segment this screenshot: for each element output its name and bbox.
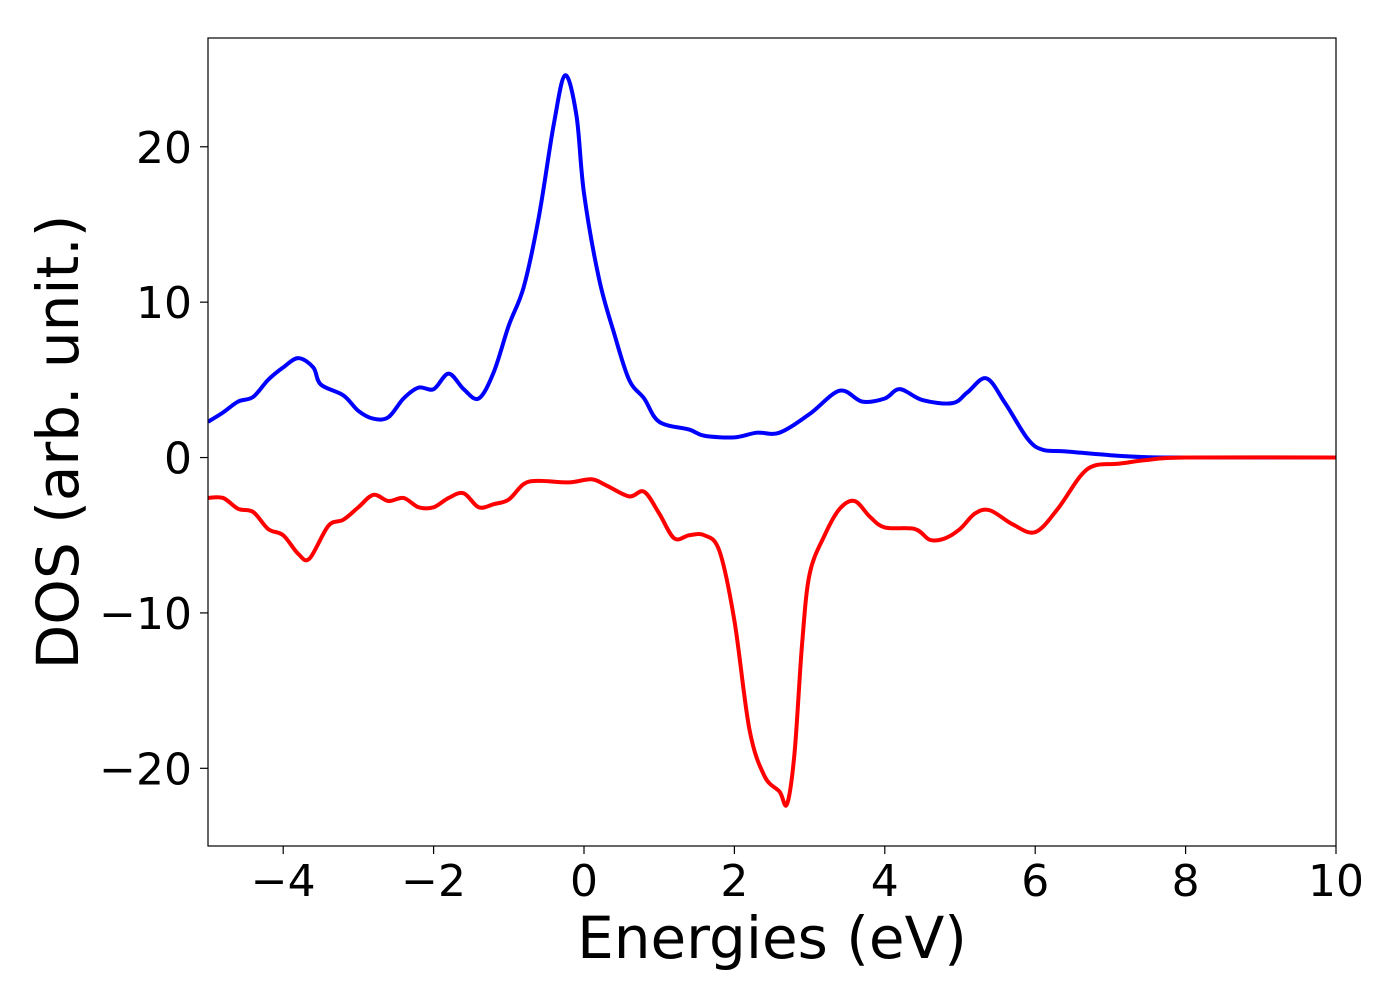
y-tick-label: 20 bbox=[136, 123, 192, 174]
x-tick-label: 6 bbox=[1021, 856, 1049, 907]
y-tick-label: −10 bbox=[99, 589, 192, 640]
x-tick-label: 2 bbox=[720, 856, 748, 907]
y-axis-title: DOS (arb. unit.) bbox=[24, 215, 92, 670]
y-tick-label: 0 bbox=[164, 434, 192, 485]
y-axis: −20 −10 0 10 20 bbox=[99, 123, 208, 795]
x-axis: −4 −2 0 2 4 6 8 10 bbox=[251, 846, 1364, 907]
y-tick-label: −20 bbox=[99, 744, 192, 795]
x-tick-label: 8 bbox=[1172, 856, 1200, 907]
x-tick-label: −4 bbox=[251, 856, 316, 907]
x-tick-label: 4 bbox=[871, 856, 899, 907]
series-line-1 bbox=[208, 73, 1336, 460]
series-layer bbox=[208, 73, 1336, 808]
y-tick-label: 10 bbox=[136, 278, 192, 329]
x-axis-title: Energies (eV) bbox=[577, 904, 967, 972]
x-tick-label: 0 bbox=[570, 856, 598, 907]
plot-frame bbox=[207, 37, 1337, 847]
series-line-2 bbox=[208, 455, 1336, 808]
x-tick-label: −2 bbox=[401, 856, 466, 907]
x-tick-label: 10 bbox=[1308, 856, 1364, 907]
